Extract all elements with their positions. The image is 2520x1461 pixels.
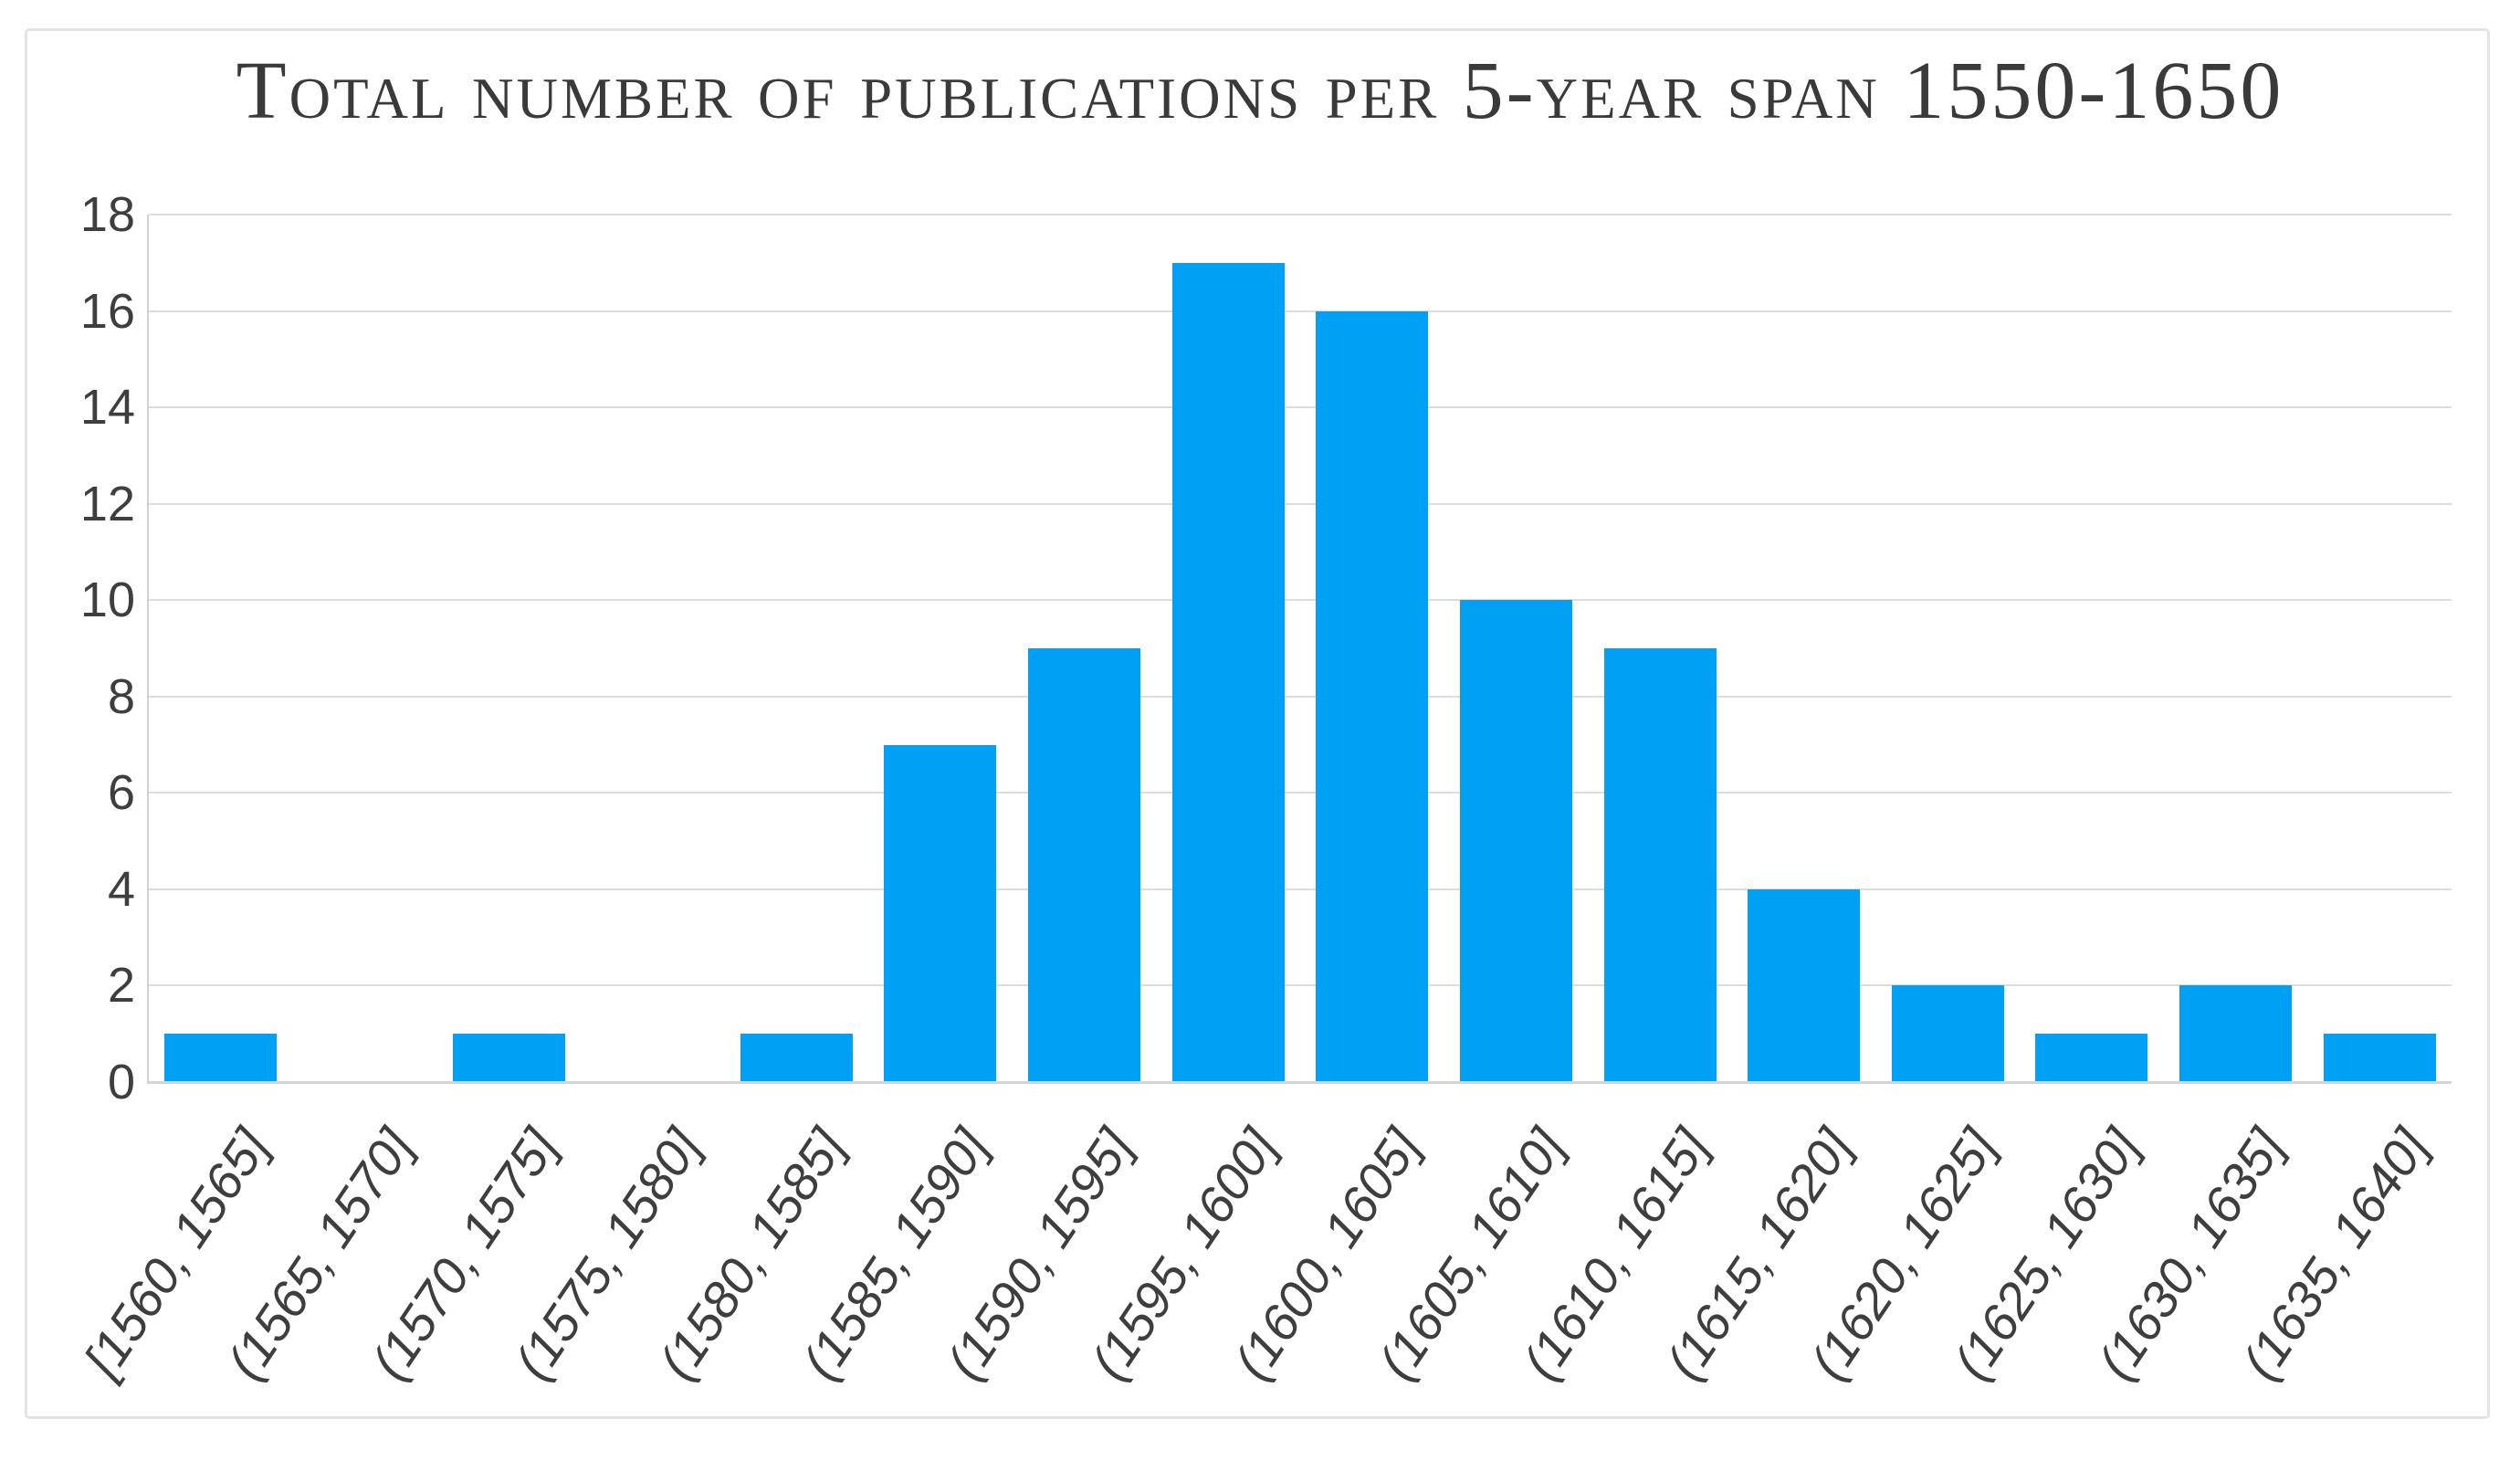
plot-area	[147, 214, 2452, 1084]
bar-(1585, 1590]	[884, 744, 997, 1082]
y-tick-label-10: 10	[79, 573, 135, 628]
bar-(1630, 1635]	[2179, 985, 2293, 1082]
bar-(1615, 1620]	[1748, 888, 1861, 1082]
gridline-y-14	[149, 406, 2452, 409]
gridline-y-10	[149, 599, 2452, 602]
y-tick-label-4: 4	[107, 861, 135, 917]
bar-(1635, 1640]	[2323, 1034, 2436, 1082]
gridline-y-16	[149, 310, 2452, 312]
bar-(1590, 1595]	[1028, 648, 1141, 1082]
bar-[1560, 1565]	[164, 1034, 278, 1082]
bar-(1610, 1615]	[1603, 648, 1717, 1082]
gridline-y-2	[149, 984, 2452, 987]
x-axis-line	[147, 1081, 2452, 1084]
y-tick-label-8: 8	[107, 668, 135, 724]
gridline-y-8	[149, 695, 2452, 698]
bar-(1570, 1575]	[452, 1034, 565, 1082]
y-tick-label-0: 0	[107, 1055, 135, 1109]
bar-(1620, 1625]	[1891, 985, 2004, 1082]
y-tick-label-6: 6	[107, 765, 135, 821]
gridline-y-12	[149, 502, 2452, 505]
y-tick-label-14: 14	[79, 380, 135, 436]
bar-(1605, 1610]	[1459, 600, 1572, 1082]
chart-title: Total number of publications per 5-year …	[236, 46, 2284, 136]
bar-(1595, 1600]	[1171, 262, 1285, 1082]
gridline-y-18	[149, 214, 2452, 215]
y-tick-label-2: 2	[107, 958, 135, 1014]
bar-(1600, 1605]	[1316, 310, 1429, 1082]
y-tick-label-16: 16	[79, 283, 135, 339]
y-tick-label-18: 18	[79, 187, 135, 242]
y-axis-line	[147, 215, 149, 1082]
y-tick-label-12: 12	[79, 476, 135, 531]
bar-(1580, 1585]	[740, 1034, 853, 1082]
bar-(1625, 1630]	[2035, 1034, 2148, 1082]
gridline-y-6	[149, 792, 2452, 794]
gridline-y-4	[149, 888, 2452, 890]
